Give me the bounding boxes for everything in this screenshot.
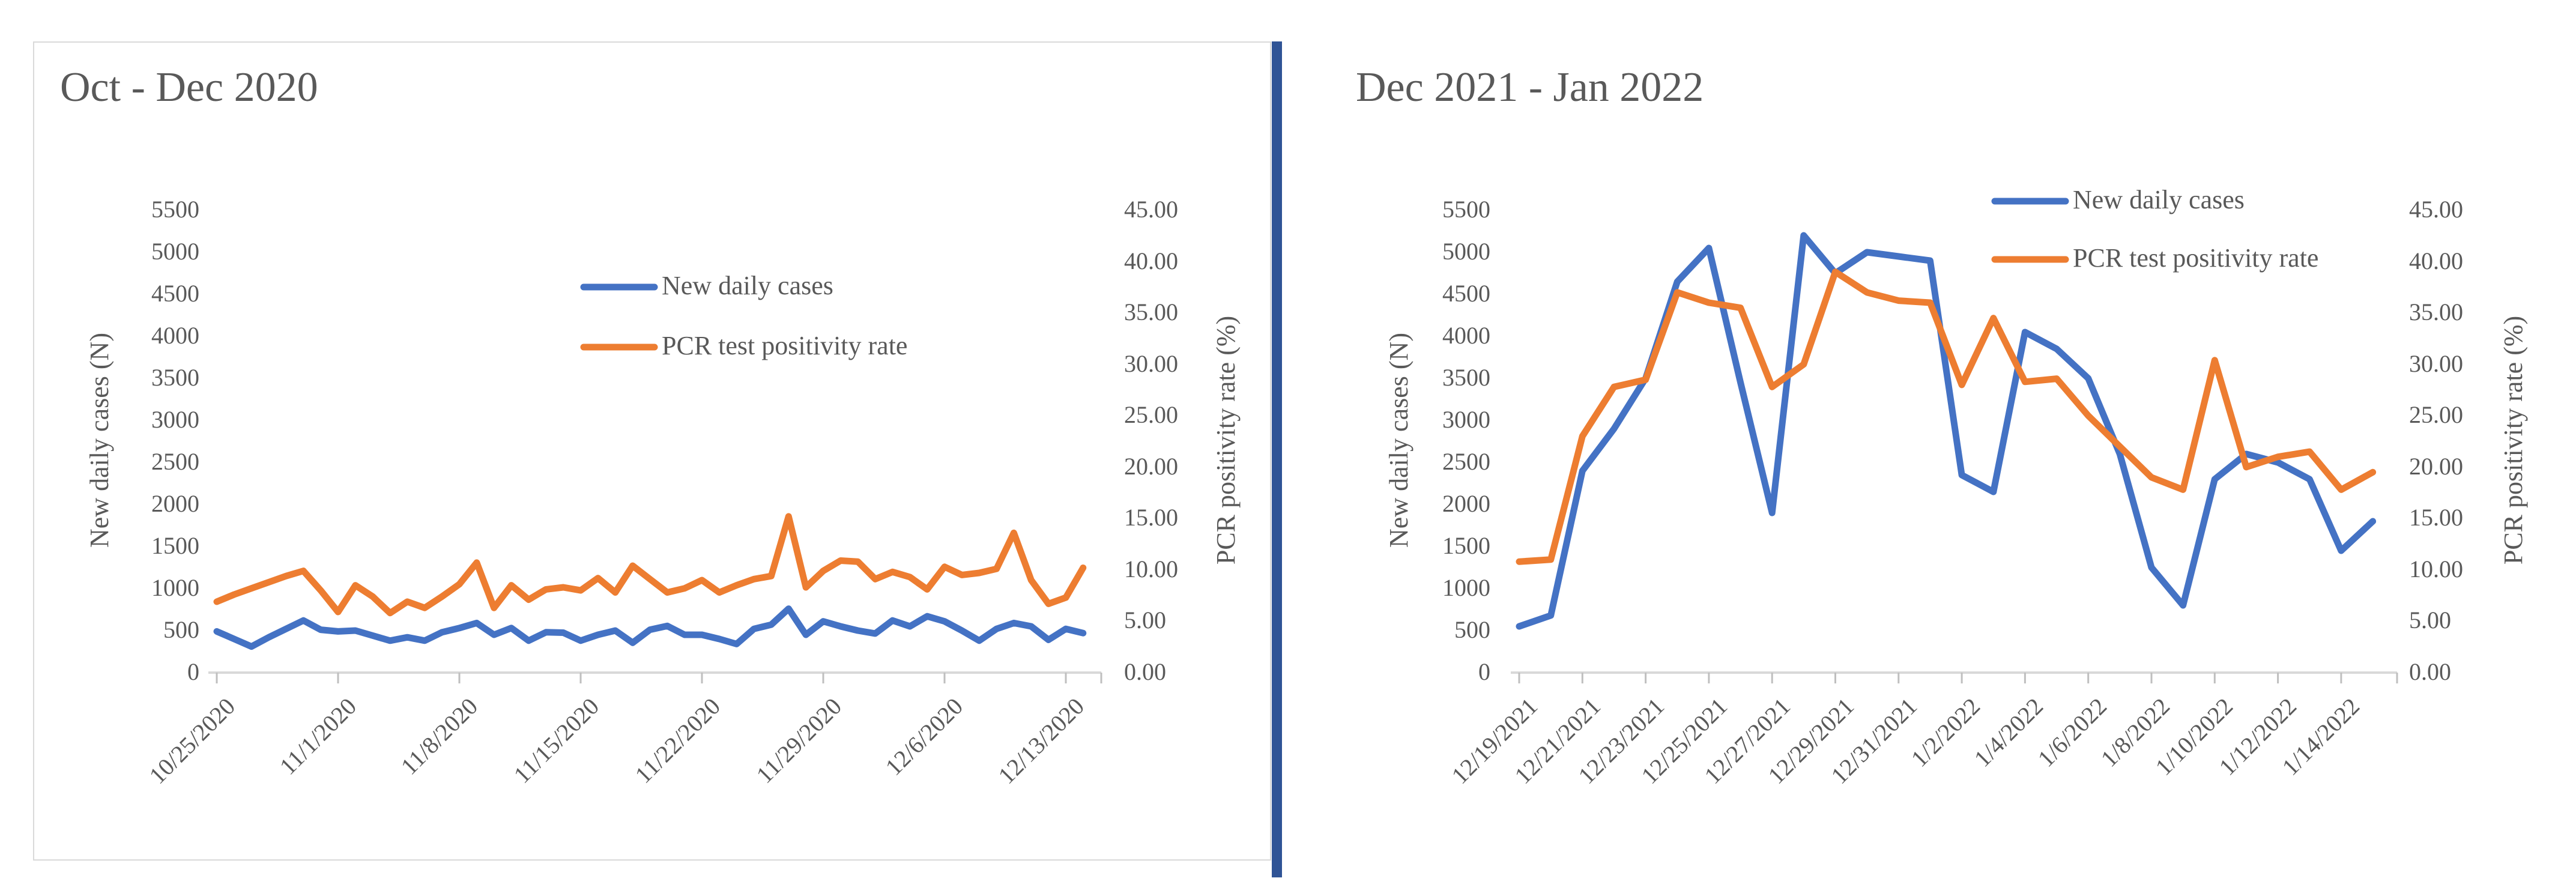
left-chart-series-new-daily-cases	[213, 605, 1087, 650]
left-chart-y-left-tick-label: 2500	[151, 448, 199, 475]
left-chart-y-left-tick-label: 500	[163, 616, 199, 643]
left-chart-y-right-tick-label: 30.00	[1124, 350, 1178, 377]
left-chart-y-right-tick-label: 40.00	[1124, 247, 1178, 274]
right-chart-legend-label-pcr: PCR test positivity rate	[2073, 243, 2319, 273]
left-chart-y-left-tick-label: 5500	[151, 196, 199, 223]
left-chart-y-left-tick-label: 4500	[151, 280, 199, 307]
left-chart-y-right-tick-label: 0.00	[1124, 658, 1166, 685]
right-chart-legend-label-cases: New daily cases	[2073, 185, 2245, 214]
right-chart-y-right-tick-label: 40.00	[2409, 247, 2463, 274]
right-chart-y-right-tick-label: 45.00	[2409, 196, 2463, 223]
vertical-divider-bar	[1272, 41, 1282, 877]
right-chart-y-right-tick-label: 25.00	[2409, 401, 2463, 429]
right-chart-y-right-tick-label: 20.00	[2409, 452, 2463, 480]
left-chart-y-right-tick-label: 25.00	[1124, 401, 1178, 429]
right-chart-y-right-tick-label: 10.00	[2409, 555, 2463, 583]
left-chart-y-left-tick-label: 5000	[151, 238, 199, 265]
right-chart-y-left-axis-title: New daily cases (N)	[1384, 333, 1413, 548]
right-chart-y-left-tick-label: 0	[1478, 658, 1490, 685]
left-chart-y-right-tick-label: 35.00	[1124, 298, 1178, 326]
right-chart-y-right-tick-label: 5.00	[2409, 607, 2451, 634]
right-chart-series-new-daily-cases	[1516, 232, 2377, 630]
right-chart-series-pcr-positivity-rate	[1516, 268, 2377, 565]
left-chart-legend-label-pcr: PCR test positivity rate	[662, 331, 908, 360]
left-chart-y-left-tick-label: 0	[187, 658, 199, 685]
right-chart-y-left-tick-label: 1500	[1442, 532, 1490, 559]
left-chart-y-right-tick-label: 20.00	[1124, 452, 1178, 480]
right-chart-y-right-tick-label: 35.00	[2409, 298, 2463, 326]
left-chart-y-left-tick-label: 4000	[151, 322, 199, 349]
right-chart-y-left-tick-label: 5500	[1442, 196, 1490, 223]
left-chart-panel	[33, 41, 1271, 861]
left-chart-series-pcr-positivity-rate	[213, 513, 1087, 617]
right-chart-y-left-tick-label: 3000	[1442, 406, 1490, 433]
right-chart-panel	[1285, 41, 2558, 858]
right-chart-y-right-tick-label: 0.00	[2409, 658, 2451, 685]
left-chart-y-left-axis-title: New daily cases (N)	[85, 333, 114, 548]
left-chart-title: Oct - Dec 2020	[60, 64, 318, 111]
right-chart-y-right-axis-title: PCR positivity rate (%)	[2499, 315, 2528, 565]
left-chart-y-left-tick-label: 3500	[151, 364, 199, 391]
right-chart-title: Dec 2021 - Jan 2022	[1356, 64, 1704, 111]
right-chart-y-left-tick-label: 1000	[1442, 574, 1490, 601]
left-chart-y-right-tick-label: 15.00	[1124, 504, 1178, 531]
right-chart-y-left-tick-label: 5000	[1442, 238, 1490, 265]
right-chart-y-left-tick-label: 500	[1454, 616, 1490, 643]
left-chart-y-left-tick-label: 1500	[151, 532, 199, 559]
left-chart-y-right-tick-label: 10.00	[1124, 555, 1178, 583]
right-chart-y-left-tick-label: 2500	[1442, 448, 1490, 475]
left-chart-y-left-tick-label: 1000	[151, 574, 199, 601]
left-chart-y-right-tick-label: 5.00	[1124, 607, 1166, 634]
right-chart-y-right-tick-label: 30.00	[2409, 350, 2463, 377]
right-chart-y-right-tick-label: 15.00	[2409, 504, 2463, 531]
left-chart-y-left-tick-label: 3000	[151, 406, 199, 433]
left-chart-y-right-tick-label: 45.00	[1124, 196, 1178, 223]
left-chart-legend-label-cases: New daily cases	[662, 271, 833, 300]
right-chart-y-left-tick-label: 2000	[1442, 490, 1490, 517]
right-chart-y-left-tick-label: 4000	[1442, 322, 1490, 349]
left-chart-y-right-axis-title: PCR positivity rate (%)	[1211, 315, 1241, 565]
left-chart-y-left-tick-label: 2000	[151, 490, 199, 517]
right-chart-y-left-tick-label: 4500	[1442, 280, 1490, 307]
right-chart-y-left-tick-label: 3500	[1442, 364, 1490, 391]
